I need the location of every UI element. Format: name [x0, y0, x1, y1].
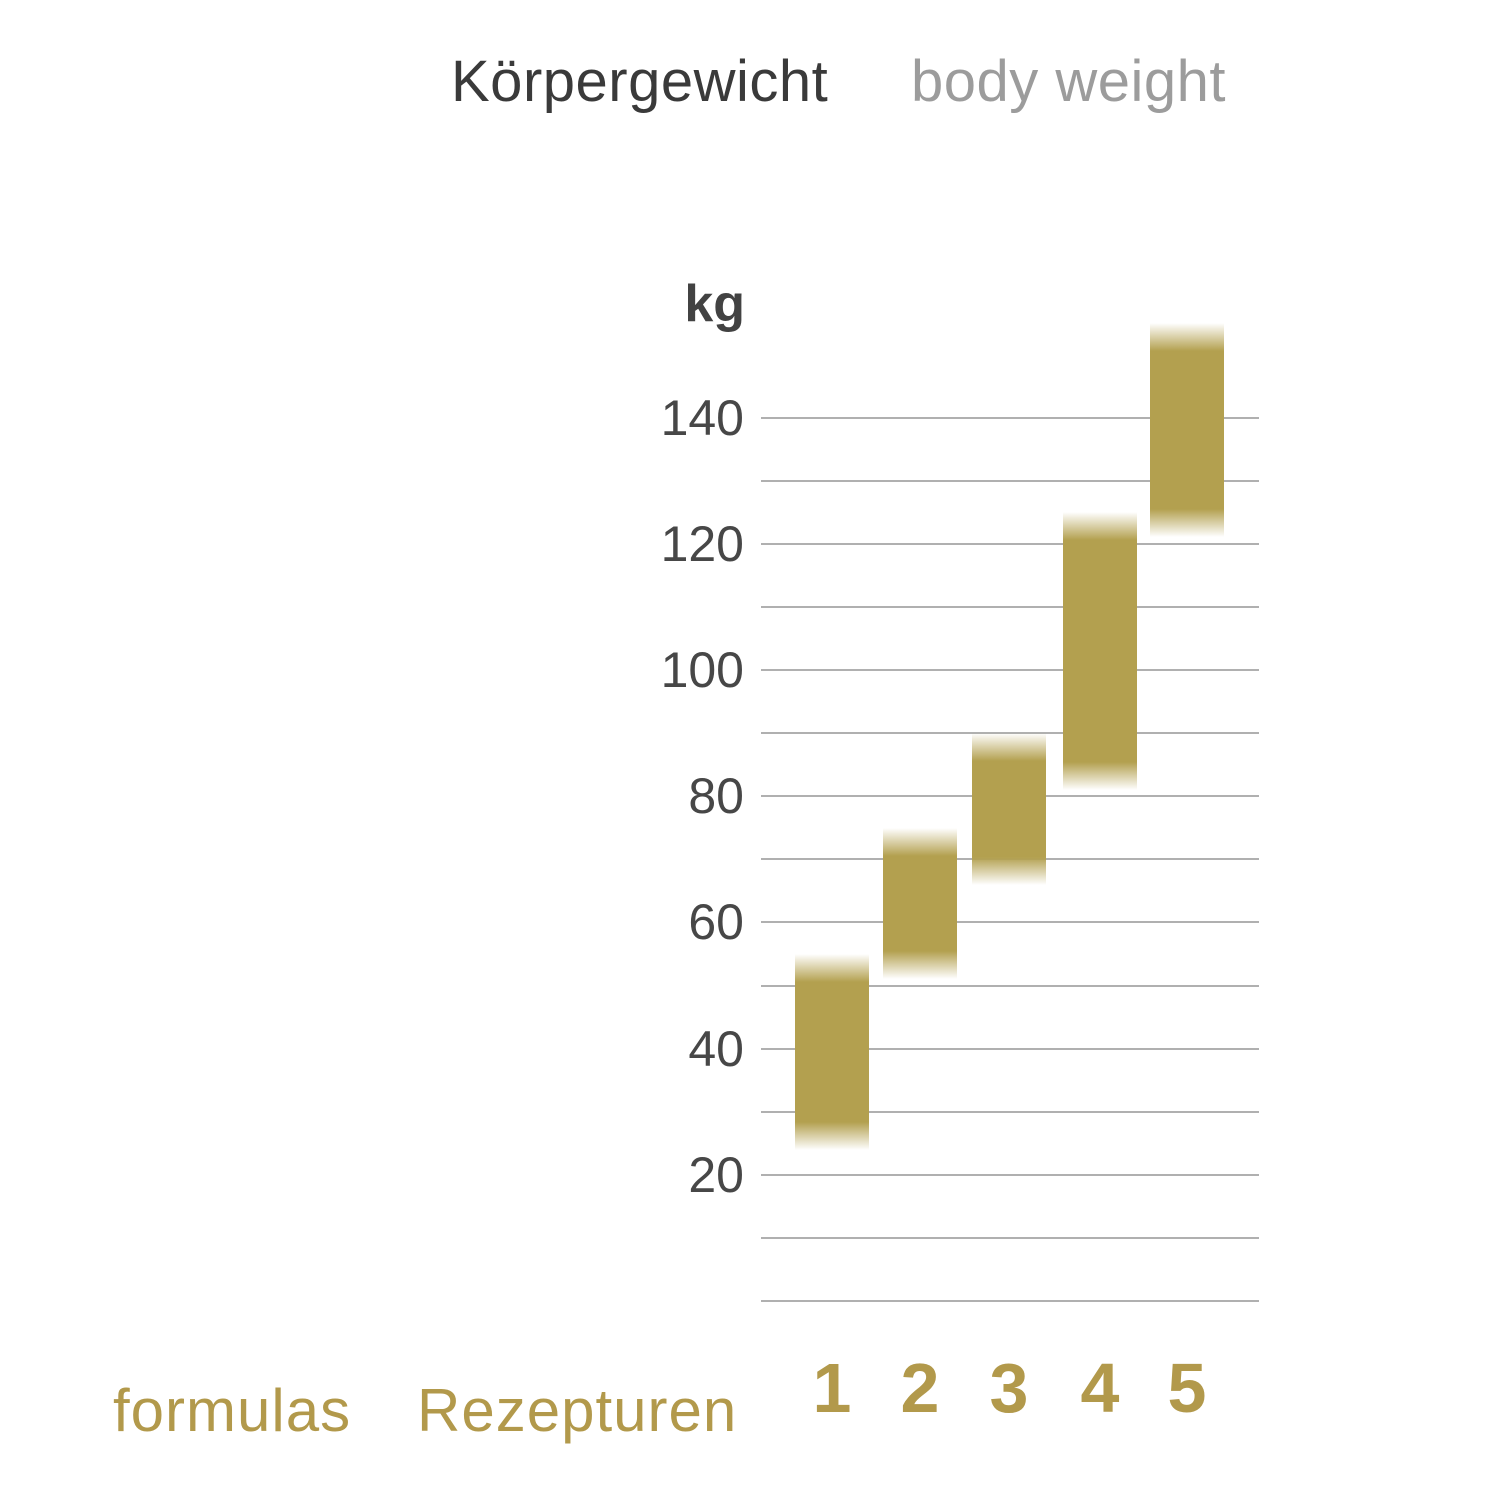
weight-range-bar-4 [1063, 512, 1137, 790]
category-label-1: 1 [812, 1349, 852, 1427]
y-tick-label-60: 60 [688, 894, 744, 950]
gridline-0kg [761, 1300, 1259, 1302]
category-label-3: 3 [989, 1349, 1029, 1427]
y-tick-label-40: 40 [688, 1021, 744, 1077]
weight-range-bar-2 [883, 828, 957, 979]
footer-label-german: Rezepturen [417, 1377, 738, 1444]
chart-title-english: body weight [911, 49, 1227, 114]
category-label-4: 4 [1080, 1349, 1120, 1427]
gridline-50kg [761, 985, 1259, 987]
chart-title-german: Körpergewicht [451, 49, 829, 114]
gridline-100kg [761, 669, 1259, 671]
gridline-140kg [761, 417, 1259, 419]
y-tick-label-120: 120 [660, 516, 744, 572]
weight-range-bar-3 [972, 733, 1046, 885]
weight-range-bar-1 [795, 954, 869, 1150]
gridline-130kg [761, 480, 1259, 482]
y-tick-label-20: 20 [688, 1147, 744, 1203]
category-label-2: 2 [900, 1349, 940, 1427]
gridline-30kg [761, 1111, 1259, 1113]
y-tick-label-80: 80 [688, 768, 744, 824]
gridline-60kg [761, 921, 1259, 923]
footer-label-english: formulas [113, 1377, 352, 1444]
gridline-110kg [761, 606, 1259, 608]
gridline-40kg [761, 1048, 1259, 1050]
y-axis-unit-label: kg [684, 275, 745, 333]
y-tick-label-140: 140 [660, 390, 744, 446]
gridline-20kg [761, 1174, 1259, 1176]
weight-range-bar-5 [1150, 323, 1224, 537]
gridline-120kg [761, 543, 1259, 545]
y-tick-label-100: 100 [660, 642, 744, 698]
gridline-10kg [761, 1237, 1259, 1239]
category-label-5: 5 [1167, 1349, 1207, 1427]
